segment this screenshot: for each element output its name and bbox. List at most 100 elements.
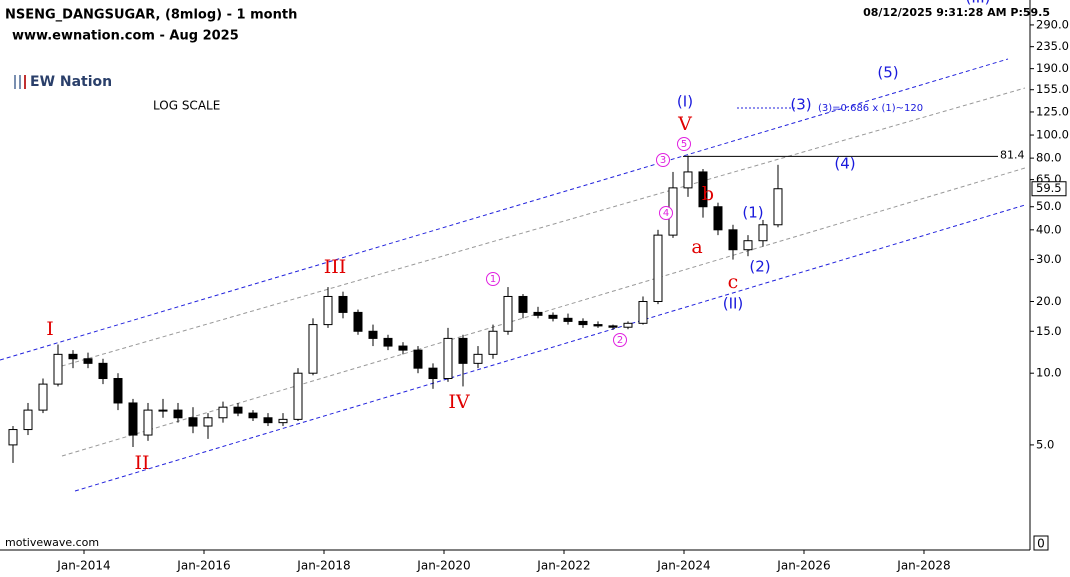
wave-number: 2	[617, 335, 623, 346]
y-tick-label: 20.0	[1036, 294, 1062, 308]
wave-number: 1	[490, 274, 496, 285]
y-bottom-label-text: 0	[1037, 537, 1045, 551]
candle-body	[578, 320, 588, 326]
y-tick-label: 80.0	[1036, 151, 1062, 165]
level-label: 81.4	[1000, 148, 1025, 161]
wave-label: c	[728, 271, 739, 293]
candle-body	[428, 367, 438, 380]
candle-body	[698, 171, 708, 208]
candle-body	[488, 330, 498, 355]
candle-body	[248, 412, 258, 419]
candle-body	[203, 417, 213, 427]
x-tick-label: Jan-2024	[656, 559, 710, 573]
candle-body	[713, 206, 723, 231]
y-bottom-label: 0	[1033, 535, 1049, 551]
candle-body	[383, 337, 393, 347]
channel-lower	[74, 204, 1026, 492]
candle-body	[8, 429, 18, 446]
candle-body	[683, 171, 693, 189]
y-tick-label: 5.0	[1036, 437, 1054, 451]
wave-label: (5)	[877, 64, 898, 82]
wave-label: II	[134, 452, 149, 474]
candle-body	[443, 337, 453, 380]
candle-body	[128, 402, 138, 436]
wave-label: IV	[448, 391, 470, 413]
wave-circle	[659, 206, 673, 220]
y-tick-label: 235.0	[1036, 39, 1069, 53]
candle-body	[143, 409, 153, 436]
wave-label: I	[46, 318, 54, 340]
candle-body	[653, 234, 663, 303]
candle-body	[623, 322, 633, 328]
candle-body	[38, 383, 48, 411]
candle-body	[113, 378, 123, 404]
y-tick-label: 100.0	[1036, 128, 1069, 142]
candle-body	[593, 324, 603, 327]
x-tick-label: Jan-2026	[776, 559, 830, 573]
candle-body	[728, 229, 738, 251]
price-box	[1031, 181, 1067, 197]
channel-upper	[0, 58, 1009, 361]
y-tick-label: 50.0	[1036, 199, 1062, 213]
y-tick-label: 15.0	[1036, 324, 1062, 338]
wave-label: (3)	[790, 96, 811, 114]
source: motivewave.com	[5, 536, 99, 549]
x-tick-label: Jan-2018	[296, 559, 350, 573]
chart-title: NSENG_DANGSUGAR, (8mlog) - 1 month	[5, 8, 297, 23]
candle-body	[458, 337, 468, 364]
logo: EW Nation	[14, 74, 112, 90]
wave-number: 4	[663, 208, 669, 219]
wave-label: (II)	[723, 295, 744, 313]
candle-body	[368, 330, 378, 339]
candle-body	[278, 418, 288, 424]
candle-body	[563, 317, 573, 322]
y-tick-label: 290.0	[1036, 17, 1069, 31]
candle-body	[173, 409, 183, 419]
y-tick-label: 10.0	[1036, 366, 1062, 380]
y-tick-label: 190.0	[1036, 61, 1069, 75]
y-tick-label: 40.0	[1036, 222, 1062, 236]
candle-body	[503, 295, 513, 332]
candle-body	[338, 295, 348, 313]
wave-circle	[656, 153, 670, 167]
logo-text: EW Nation	[30, 74, 112, 90]
candle-body	[533, 311, 543, 316]
wave-label: (4)	[834, 155, 855, 173]
candle-body	[473, 353, 483, 364]
wave-label: (3)=0.686 x (1)~120	[818, 103, 923, 114]
candle-body	[608, 325, 618, 328]
candle-body	[263, 417, 273, 424]
candle-body	[323, 295, 333, 326]
wave-number: 3	[660, 155, 666, 166]
wave-circle	[613, 333, 627, 347]
x-tick-label: Jan-2020	[416, 559, 470, 573]
candle-body	[293, 372, 303, 420]
candle-body	[218, 406, 228, 419]
price-label: 59.5	[1036, 181, 1062, 195]
x-tick-label: Jan-2028	[896, 559, 950, 573]
candle-body	[83, 358, 93, 364]
x-tick-label: Jan-2014	[56, 559, 110, 573]
x-tick-label: Jan-2022	[536, 559, 590, 573]
candle-body	[773, 188, 783, 226]
candle-body	[353, 311, 363, 332]
candle-body	[23, 409, 33, 431]
candle-body	[233, 406, 243, 414]
wave-number: 5	[681, 139, 687, 150]
candle-body	[548, 314, 558, 319]
wave-label: b	[702, 183, 714, 205]
wave-label: (1)	[742, 204, 763, 222]
wave-circle	[677, 137, 691, 151]
wave-label: a	[691, 236, 702, 258]
y-tick-label: 155.0	[1036, 82, 1069, 96]
wave-label: III	[324, 256, 347, 278]
candle-body	[308, 324, 318, 374]
wave-label: (III)	[966, 0, 991, 7]
channel-mid	[54, 87, 1026, 369]
wave-label: (I)	[677, 93, 693, 111]
y-tick-label: 30.0	[1036, 252, 1062, 266]
scale-note: LOG SCALE	[153, 99, 220, 113]
candle-body	[638, 301, 648, 324]
wave-label: (2)	[749, 258, 770, 276]
